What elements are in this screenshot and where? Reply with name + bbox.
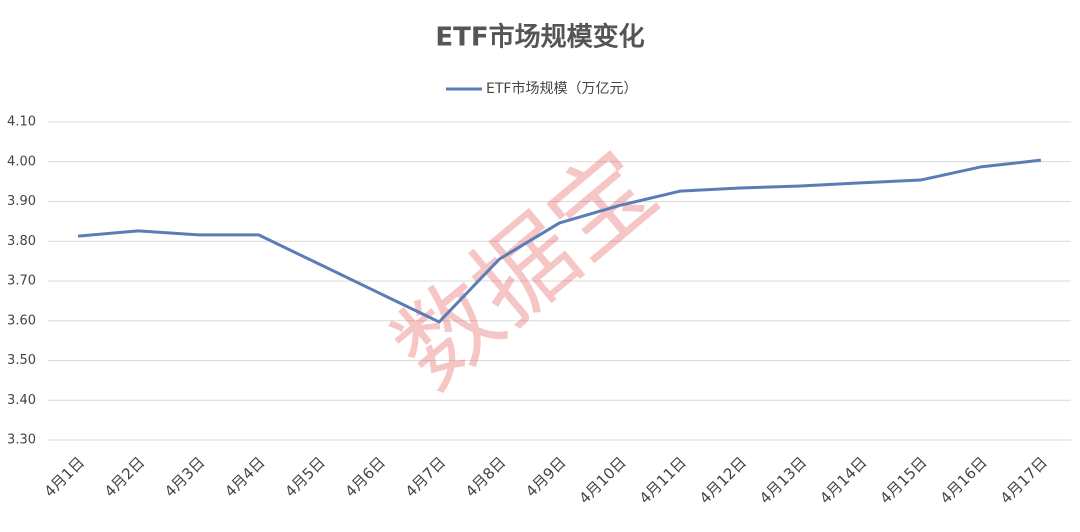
x-tick-label: 4月5日 — [281, 453, 328, 500]
y-tick-label: 3.60 — [7, 313, 36, 328]
y-tick-label: 3.50 — [7, 353, 36, 368]
x-tick-label: 4月11日 — [636, 453, 690, 507]
y-tick-label: 3.80 — [7, 234, 36, 249]
x-tick-label: 4月6日 — [342, 453, 389, 500]
chart-title: ETF市场规模变化 — [435, 22, 644, 53]
y-tick-label: 3.30 — [7, 433, 36, 448]
x-tick-label: 4月13日 — [756, 453, 810, 507]
y-tick-label: 3.90 — [7, 194, 36, 209]
x-tick-label: 4月14日 — [816, 453, 870, 507]
x-tick-label: 4月12日 — [696, 453, 750, 507]
x-tick-label: 4月1日 — [41, 453, 88, 500]
x-tick-label: 4月2日 — [101, 453, 148, 500]
y-tick-label: 3.70 — [7, 274, 36, 289]
x-tick-label: 4月10日 — [575, 453, 629, 507]
series-line — [77, 158, 1042, 324]
y-tick-label: 4.00 — [7, 154, 36, 169]
y-tick-label: 4.10 — [7, 115, 36, 130]
watermark: 数据宝 — [373, 128, 678, 410]
x-tick-label: 4月7日 — [402, 453, 449, 500]
x-tick-label: 4月9日 — [522, 453, 569, 500]
x-tick-label: 4月4日 — [221, 453, 268, 500]
x-tick-label: 4月16日 — [937, 453, 991, 507]
legend-label: ETF市场规模（万亿元） — [486, 80, 637, 97]
x-tick-label: 4月3日 — [161, 453, 208, 500]
y-tick-label: 3.40 — [7, 393, 36, 408]
x-tick-label: 4月8日 — [462, 453, 509, 500]
x-tick-label: 4月15日 — [876, 453, 930, 507]
x-tick-label: 4月17日 — [997, 453, 1051, 507]
